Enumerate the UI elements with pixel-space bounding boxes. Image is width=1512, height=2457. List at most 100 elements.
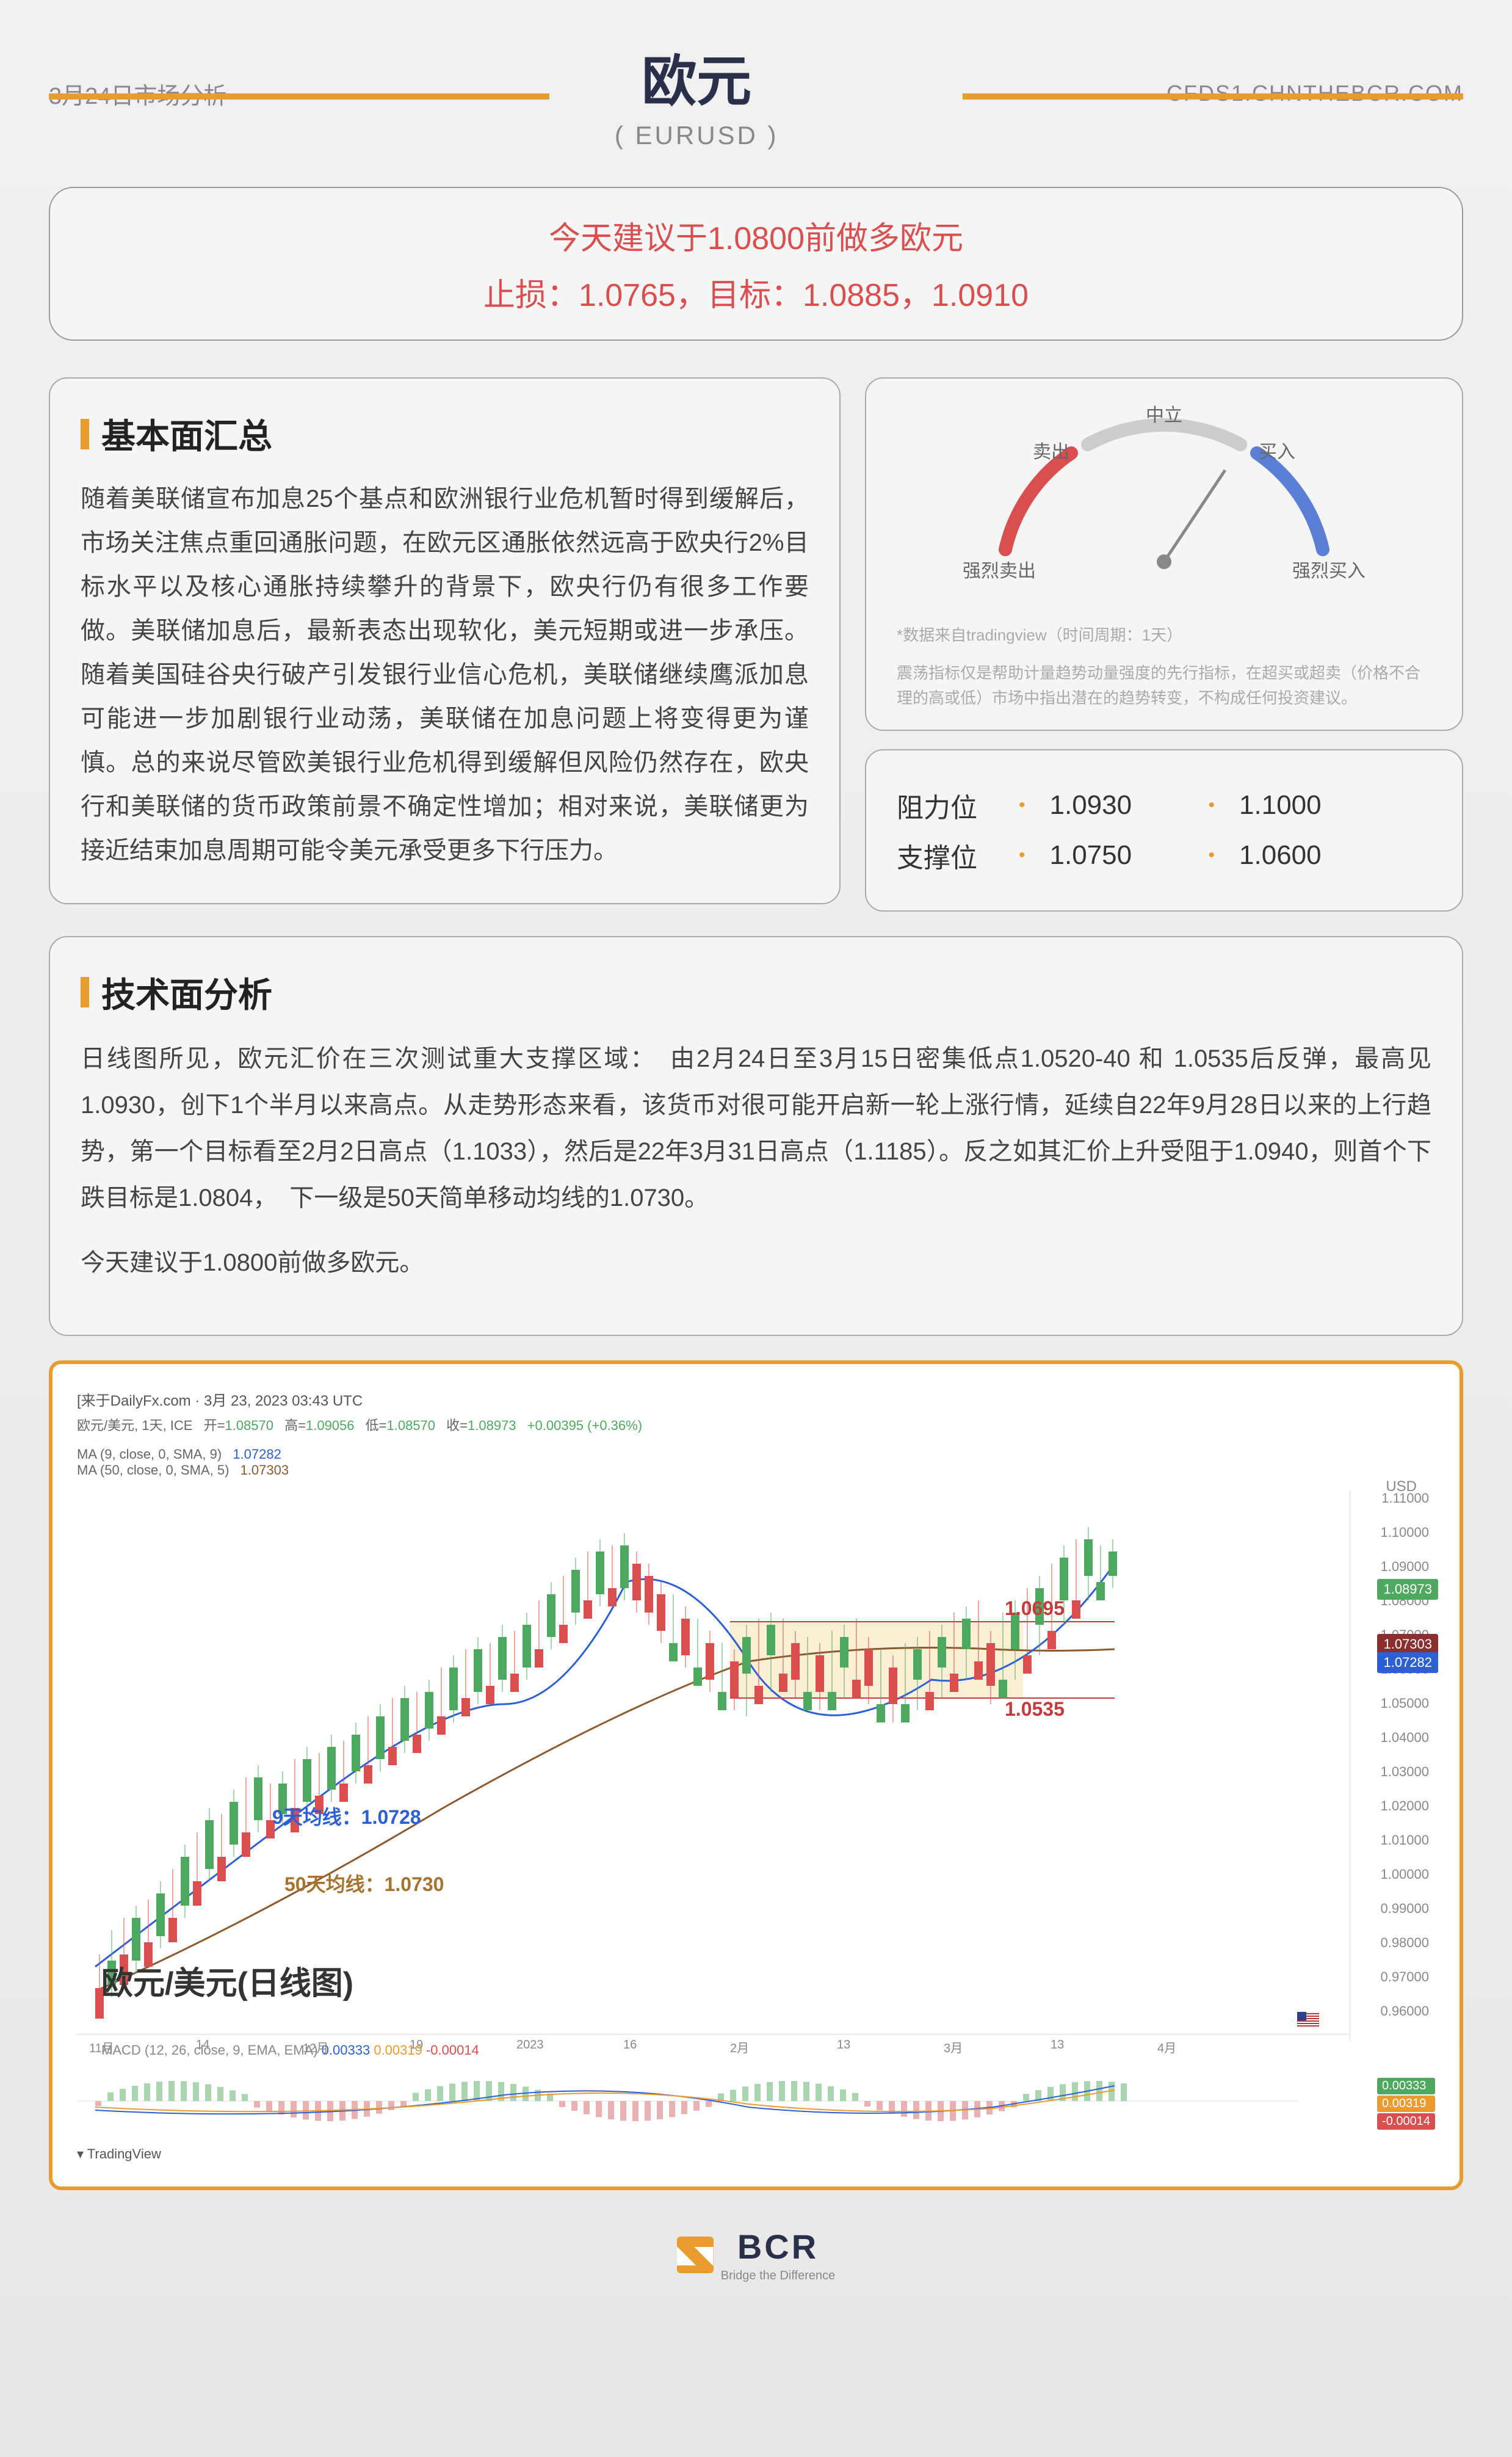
support-annotation: 1.0535 — [1005, 1698, 1065, 1721]
chart-close: 收=1.08973 — [446, 1418, 516, 1433]
time-tick: 12月 — [303, 2038, 328, 2056]
price-axis: 1.110001.100001.090001.080001.070001.060… — [1350, 1490, 1435, 2040]
gauge-note2: 震荡指标仅是帮助计量趋势动量强度的先行指标，在超买或超卖（价格不合理的高或低）市… — [897, 661, 1431, 711]
chart-area: USD 9天均线：1.0728 50天均线：1.0730 1.0695 1.05… — [77, 1490, 1435, 2162]
time-tick: 19 — [410, 2038, 423, 2052]
ma9-label: MA (9, close, 0, SMA, 9) — [77, 1446, 222, 1462]
chart-open: 开=1.08570 — [204, 1418, 273, 1433]
macd-badge: 0.00333 — [1377, 2078, 1435, 2094]
macd-badge: -0.00014 — [1377, 2113, 1435, 2130]
bullet-icon: • — [1019, 795, 1025, 816]
chart-high: 高=1.09056 — [284, 1418, 354, 1433]
title-accent — [81, 977, 89, 1007]
recommendation-box: 今天建议于1.0800前做多欧元 止损：1.0765，目标：1.0885，1.0… — [49, 187, 1463, 341]
chart-meta: 欧元/美元, 1天, ICE 开=1.08570 高=1.09056 低=1.0… — [77, 1415, 1435, 1434]
price-tick: 0.97000 — [1380, 1969, 1429, 1985]
price-tick: 0.96000 — [1380, 2003, 1429, 2019]
chart-source: [来于DailyFx.com · 3月 23, 2023 03:43 UTC — [77, 1388, 1435, 1410]
gauge-strong-buy: 强烈买入 — [1292, 556, 1366, 582]
price-tick: 0.99000 — [1380, 1901, 1429, 1917]
ma50-val: 1.07303 — [241, 1462, 289, 1478]
title-accent — [81, 419, 89, 449]
support-row: 支撑位 • 1.0750 • 1.0600 — [897, 836, 1431, 875]
fundamental-body: 随着美联储宣布加息25个基点和欧洲银行业危机暂时得到缓解后，市场关注焦点重回通胀… — [81, 477, 809, 873]
gauge-note1: *数据来自tradingview（时间周期：1天） — [897, 623, 1431, 648]
fundamental-card: 基本面汇总 随着美联储宣布加息25个基点和欧洲银行业危机暂时得到缓解后，市场关注… — [49, 377, 841, 904]
chart-pair: 欧元/美元, 1天, ICE — [77, 1418, 192, 1433]
tradingview-label: ▾ TradingView — [77, 2146, 161, 2162]
price-tick: 1.11000 — [1381, 1490, 1429, 1506]
levels-card: 阻力位 • 1.0930 • 1.1000 支撑位 • 1.0750 • 1.0… — [865, 749, 1463, 912]
recommendation-line2: 止损：1.0765，目标：1.0885，1.0910 — [87, 269, 1425, 315]
chart-card: [来于DailyFx.com · 3月 23, 2023 03:43 UTC 欧… — [49, 1360, 1463, 2190]
two-column-section: 基本面汇总 随着美联储宣布加息25个基点和欧洲银行业危机暂时得到缓解后，市场关注… — [49, 377, 1463, 912]
logo-text: BCR — [721, 2227, 836, 2266]
price-tick: 1.05000 — [1380, 1696, 1429, 1711]
main-title: 欧元 — [226, 37, 1167, 116]
footer: ◣◥ BCR Bridge the Difference — [49, 2227, 1463, 2283]
resistance-row: 阻力位 • 1.0930 • 1.1000 — [897, 786, 1431, 825]
sentiment-gauge-card: 强烈卖出 卖出 中立 买入 强烈买入 *数据来自tradingview（时间周期… — [865, 377, 1463, 731]
gauge-strong-sell: 强烈卖出 — [963, 556, 1036, 582]
flag-icon — [1297, 2012, 1319, 2028]
support-2: 1.0600 — [1239, 840, 1373, 871]
recommendation-line1: 今天建议于1.0800前做多欧元 — [87, 212, 1425, 258]
price-tick: 1.01000 — [1380, 1832, 1429, 1848]
chart-ma-meta: MA (9, close, 0, SMA, 9) 1.07282 MA (50,… — [77, 1446, 1435, 1478]
price-badge: 1.08973 — [1377, 1579, 1438, 1600]
chart-inset-title: 欧元/美元(日线图) — [101, 1958, 353, 2003]
bullet-icon: • — [1209, 795, 1215, 816]
gauge-container: 强烈卖出 卖出 中立 买入 强烈买入 — [932, 403, 1396, 611]
resistance-label: 阻力位 — [897, 786, 994, 825]
ma9-annotation: 9天均线：1.0728 — [272, 1802, 421, 1830]
time-tick: 13 — [837, 2038, 850, 2052]
ma50-annotation: 50天均线：1.0730 — [284, 1869, 444, 1897]
price-tick: 1.10000 — [1380, 1525, 1429, 1541]
technical-card: 技术面分析 日线图所见，欧元汇价在三次测试重大支撑区域： 由2月24日至3月15… — [49, 936, 1463, 1336]
bullet-icon: • — [1019, 845, 1025, 866]
chart-low: 低=1.08570 — [366, 1418, 435, 1433]
technical-title: 技术面分析 — [101, 968, 272, 1017]
time-tick: 4月 — [1157, 2038, 1176, 2056]
resistance-annotation: 1.0695 — [1005, 1597, 1065, 1620]
resistance-2: 1.1000 — [1239, 790, 1373, 821]
technical-p2: 今天建议于1.0800前做多欧元。 — [81, 1239, 1431, 1286]
time-axis: 11月1412月192023162月133月134月 — [77, 2034, 1350, 2052]
header-divider-right — [963, 93, 1463, 100]
macd-area: 0.003330.00319-0.00014 — [77, 2064, 1350, 2138]
price-tick: 1.00000 — [1380, 1867, 1429, 1882]
resistance-1: 1.0930 — [1050, 790, 1184, 821]
time-tick: 14 — [196, 2038, 209, 2052]
price-tick: 0.98000 — [1380, 1935, 1429, 1951]
time-tick: 3月 — [944, 2038, 963, 2056]
header-divider-left — [49, 93, 549, 100]
gauge-sell: 卖出 — [1033, 437, 1069, 463]
support-1: 1.0750 — [1050, 840, 1184, 871]
price-tick: 1.03000 — [1380, 1764, 1429, 1780]
time-tick: 2月 — [730, 2038, 749, 2056]
price-tick: 1.02000 — [1380, 1798, 1429, 1814]
logo-tagline: Bridge the Difference — [721, 2269, 836, 2283]
time-tick: 11月 — [89, 2038, 114, 2056]
technical-body: 日线图所见，欧元汇价在三次测试重大支撑区域： 由2月24日至3月15日密集低点1… — [81, 1036, 1431, 1286]
price-badge: 1.07282 — [1377, 1652, 1438, 1673]
price-badge: 1.07303 — [1377, 1634, 1438, 1655]
time-tick: 13 — [1051, 2038, 1064, 2052]
logo-icon: ◣◥ — [677, 2237, 714, 2273]
gauge-buy: 买入 — [1259, 437, 1295, 463]
price-tick: 1.09000 — [1380, 1559, 1429, 1575]
technical-p1: 日线图所见，欧元汇价在三次测试重大支撑区域： 由2月24日至3月15日密集低点1… — [81, 1036, 1431, 1221]
bullet-icon: • — [1209, 845, 1215, 866]
subtitle: ( EURUSD ) — [226, 121, 1167, 150]
ma50-label: MA (50, close, 0, SMA, 5) — [77, 1462, 229, 1478]
chart-change: +0.00395 (+0.36%) — [527, 1418, 642, 1433]
gauge-neutral: 中立 — [1146, 400, 1182, 427]
time-tick: 16 — [623, 2038, 637, 2052]
support-label: 支撑位 — [897, 836, 994, 875]
macd-badge: 0.00319 — [1377, 2096, 1435, 2112]
fundamental-title: 基本面汇总 — [101, 409, 272, 459]
ma9-val: 1.07282 — [233, 1446, 281, 1462]
time-tick: 2023 — [516, 2038, 544, 2052]
header: 3月24日市场分析 欧元 ( EURUSD ) CFDS1.CHNTHEBCR.… — [49, 37, 1463, 150]
price-tick: 1.04000 — [1380, 1730, 1429, 1746]
